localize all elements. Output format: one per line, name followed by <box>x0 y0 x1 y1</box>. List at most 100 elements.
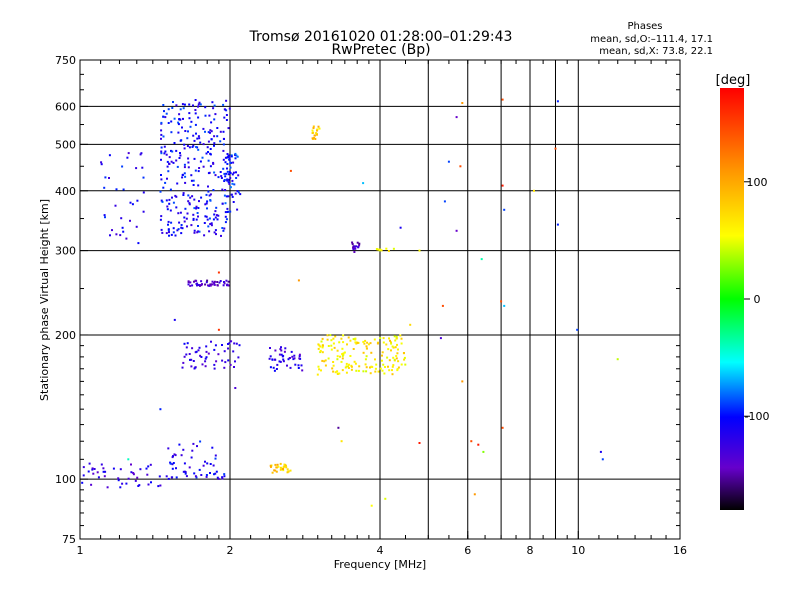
echo-point <box>234 157 237 160</box>
echo-point <box>199 354 202 357</box>
echo-point <box>279 360 282 363</box>
echo-point <box>213 473 215 476</box>
echo-point <box>345 371 348 374</box>
echo-point <box>183 462 186 465</box>
echo-point <box>167 228 170 231</box>
echo-point <box>136 476 139 479</box>
echo-point <box>219 171 222 173</box>
echo-point <box>104 470 107 473</box>
echo-point <box>170 221 173 224</box>
echo-point <box>120 217 123 220</box>
echo-point <box>365 366 368 369</box>
echo-point <box>179 154 182 157</box>
echo-point <box>125 482 128 485</box>
echo-point <box>209 463 212 465</box>
echo-point <box>219 140 222 143</box>
echo-point <box>190 120 193 123</box>
echo-point <box>193 207 196 210</box>
echo-point <box>341 369 344 372</box>
echo-point <box>100 161 103 164</box>
echo-point <box>400 342 403 345</box>
echo-point <box>214 472 217 475</box>
echo-point <box>381 354 383 357</box>
echo-point <box>191 146 194 148</box>
echo-point <box>168 234 170 237</box>
echo-point <box>228 342 231 345</box>
echo-point <box>161 231 164 234</box>
echo-point <box>122 230 125 233</box>
echo-point <box>188 103 191 106</box>
echo-point <box>167 108 170 111</box>
echo-point <box>216 284 219 287</box>
echo-point <box>223 281 225 283</box>
echo-point <box>381 369 384 372</box>
echo-point <box>224 202 227 205</box>
echo-point <box>219 130 222 133</box>
echo-point <box>197 135 200 138</box>
echo-point <box>202 143 205 146</box>
echo-point <box>125 237 128 240</box>
echo-point <box>211 446 214 449</box>
echo-point <box>103 475 106 478</box>
echo-point <box>206 462 209 465</box>
echo-point <box>228 107 231 110</box>
echo-point <box>167 447 170 450</box>
echo-point <box>217 328 220 331</box>
echo-point <box>195 279 198 282</box>
echo-point <box>274 463 277 466</box>
echo-point <box>168 202 171 205</box>
echo-point <box>383 372 386 375</box>
echo-point <box>147 483 150 486</box>
echo-point <box>214 113 217 116</box>
echo-point <box>186 342 189 345</box>
echo-point <box>176 165 179 168</box>
echo-point <box>397 360 400 363</box>
echo-point <box>192 217 195 220</box>
echo-point <box>177 131 180 134</box>
echo-point <box>233 183 236 186</box>
echo-point <box>119 486 122 489</box>
echo-point <box>162 135 165 138</box>
echo-point <box>207 225 210 228</box>
echo-point <box>205 152 208 155</box>
echo-point <box>367 343 370 346</box>
echo-point <box>121 226 124 229</box>
echo-point <box>229 166 232 169</box>
echo-point <box>210 130 213 133</box>
echo-point <box>184 130 187 132</box>
echo-point <box>192 360 195 362</box>
echo-point <box>127 152 130 155</box>
echo-point <box>276 363 279 366</box>
echo-point <box>224 215 227 218</box>
echo-point <box>170 149 172 152</box>
echo-point <box>126 156 129 159</box>
echo-point <box>185 475 188 478</box>
echo-point <box>379 367 382 370</box>
echo-point <box>178 157 181 159</box>
echo-point <box>142 191 145 194</box>
echo-point <box>386 356 389 359</box>
x-axis-label: Frequency [MHz] <box>334 558 426 571</box>
echo-point <box>147 465 150 468</box>
echo-point <box>145 467 148 470</box>
echo-point <box>213 213 216 216</box>
echo-point <box>349 339 352 342</box>
echo-point <box>197 148 200 151</box>
echo-point <box>208 114 211 117</box>
echo-point <box>237 191 240 194</box>
echo-point <box>208 194 211 197</box>
echo-point <box>160 199 163 202</box>
echo-point <box>351 243 354 246</box>
echo-point <box>213 118 216 121</box>
echo-point <box>282 358 285 361</box>
echo-point <box>212 189 215 191</box>
echo-point <box>330 339 333 342</box>
echo-point <box>92 472 95 475</box>
echo-point <box>356 341 359 344</box>
echo-point <box>224 156 227 159</box>
echo-point <box>370 504 373 507</box>
echo-point <box>184 181 187 184</box>
echo-point <box>370 351 373 354</box>
echo-point <box>273 469 276 472</box>
colorbar-label: [deg] <box>716 73 751 88</box>
